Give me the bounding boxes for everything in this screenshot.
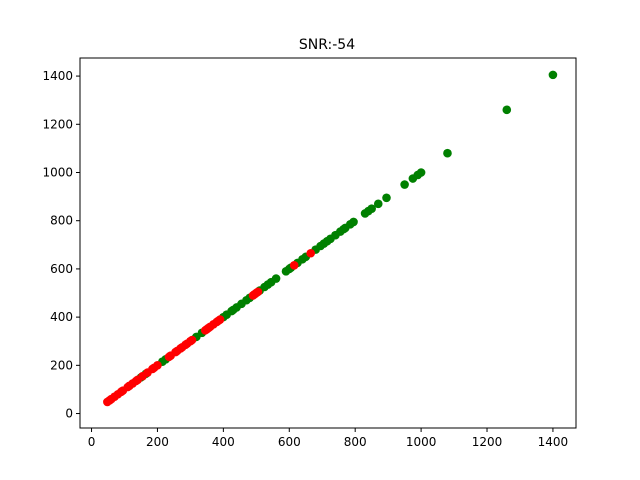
point-red-40 [306, 248, 316, 258]
point-green-47 [548, 70, 558, 80]
point-green-38 [367, 204, 376, 213]
x-tick-label: 200 [146, 435, 169, 449]
y-tick-label: 400 [50, 310, 73, 324]
point-green-46 [502, 105, 512, 115]
y-tick-label: 600 [50, 262, 73, 276]
points-layer [103, 70, 558, 407]
x-tick-label: 400 [212, 435, 235, 449]
x-tick-label: 800 [344, 435, 367, 449]
x-tick-label: 1200 [472, 435, 503, 449]
point-red-38 [253, 287, 263, 297]
y-tick-label: 1200 [42, 117, 73, 131]
point-green-40 [382, 193, 391, 203]
plot-frame [79, 57, 577, 429]
point-green-39 [373, 199, 383, 209]
point-green-44 [416, 168, 426, 177]
x-tick-label: 0 [88, 435, 96, 449]
y-tick-label: 1000 [42, 165, 73, 179]
point-red-16 [153, 361, 162, 370]
point-red-39 [289, 261, 299, 270]
point-green-35 [349, 217, 358, 227]
point-green-41 [400, 180, 409, 189]
point-red-26 [187, 335, 197, 345]
chart-title: SNR:-54 [299, 37, 355, 53]
ticks-layer: 0 200 400 600 800 1000 1200 1400 0 200 400 600 800 10… [42, 69, 568, 449]
x-tick-label: 1000 [406, 435, 437, 449]
y-tick-label: 800 [50, 214, 73, 228]
x-tick-label: 600 [278, 435, 301, 449]
point-red-34 [215, 315, 225, 324]
y-tick-label: 1400 [42, 69, 73, 83]
point-green-45 [443, 148, 452, 158]
y-tick-label: 200 [50, 358, 73, 372]
y-tick-label: 0 [65, 407, 73, 421]
x-tick-label: 1400 [538, 435, 569, 449]
point-green-18 [271, 274, 281, 283]
